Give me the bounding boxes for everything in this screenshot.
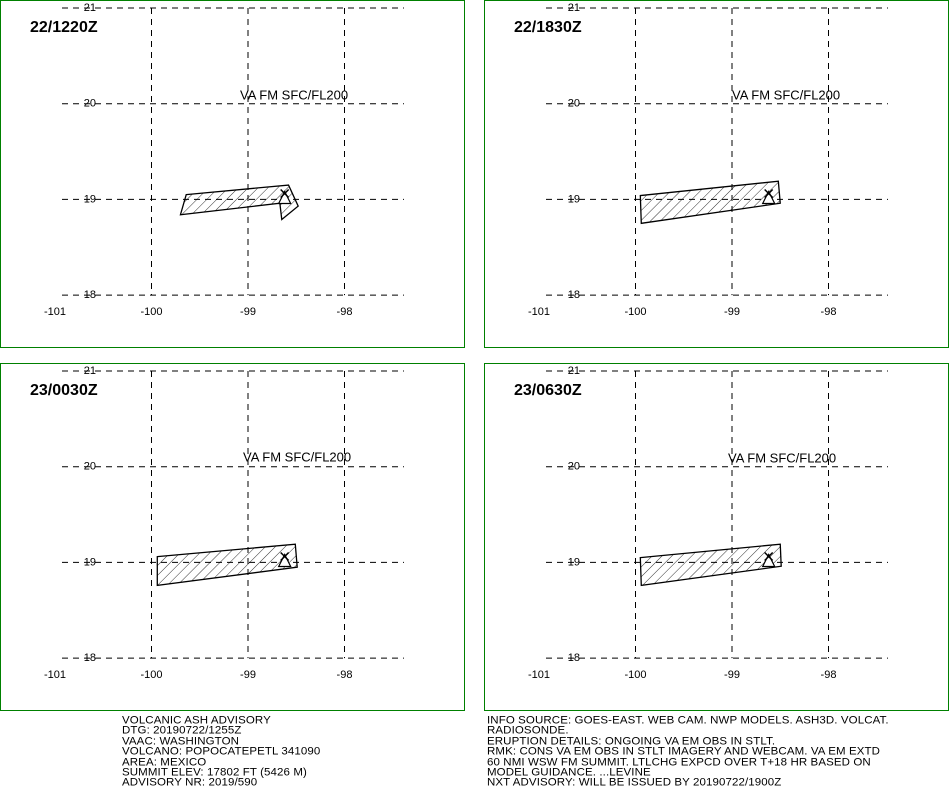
lat-tick-label: 19 xyxy=(568,556,580,568)
panel-border xyxy=(0,363,465,711)
ash-cloud xyxy=(179,184,299,221)
lon-tick-label: -98 xyxy=(821,669,837,681)
ash-cloud xyxy=(156,543,298,587)
lat-tick-label: 19 xyxy=(84,556,96,568)
advisory-line: AREA: MEXICO xyxy=(122,756,207,769)
volcano-x xyxy=(280,188,290,199)
advisory-left: VOLCANIC ASH ADVISORY DTG: 20190722/1255Z… xyxy=(122,715,321,789)
valid-time: 22/1830Z xyxy=(514,19,582,36)
lon-tick-label: -101 xyxy=(528,669,550,681)
map-panel: 21 20 19 18 -101 -100 -99 -98 23/0630Z VA FM SFC/… xyxy=(484,363,949,711)
map-panel: 21 20 19 18 -101 -100 -99 -98 22/1830Z VA FM SFC/… xyxy=(484,0,949,348)
advisory-line: RMK: CONS VA EM OBS IN STLT IMAGERY AND … xyxy=(487,746,881,758)
lon-tick-label: -98 xyxy=(337,669,353,681)
advisory-maps: 21 20 19 18 -101 -100 -99 -98 22/1220Z VA FM SFC/… xyxy=(0,0,949,711)
lat-tick-label: 21 xyxy=(84,2,96,14)
lat-tick-label: 18 xyxy=(84,652,96,664)
advisory-line: SUMMIT ELEV: 17802 FT (5426 M) xyxy=(122,767,307,779)
va-level: VA FM SFC/FL200 xyxy=(243,449,351,464)
advisory-line: 60 NMI WSW FM SUMMIT. LTLCHG EXPCD OVER … xyxy=(487,756,871,769)
advisory-line: ADVISORY NR: 2019/590 xyxy=(122,777,258,789)
lon-tick-label: -99 xyxy=(724,306,740,318)
ash-cloud xyxy=(639,543,782,587)
lat-tick-label: 20 xyxy=(84,98,96,110)
lon-tick-label: -98 xyxy=(337,306,353,318)
lon-tick-label: -99 xyxy=(240,306,256,318)
lat-tick-label: 21 xyxy=(568,365,580,377)
lat-tick-label: 21 xyxy=(84,365,96,377)
advisory-line: DTG: 20190722/1255Z xyxy=(122,725,242,737)
map-panel: 21 20 19 18 -101 -100 -99 -98 23/0030Z VA FM SFC/… xyxy=(0,363,465,711)
lon-tick-label: -100 xyxy=(624,669,646,681)
lat-tick-label: 20 xyxy=(84,461,96,473)
lon-tick-label: -100 xyxy=(140,306,162,318)
lon-tick-label: -99 xyxy=(724,669,740,681)
advisory-line: VOLCANIC ASH ADVISORY xyxy=(122,715,271,727)
lon-tick-label: -99 xyxy=(240,669,256,681)
valid-time: 22/1220Z xyxy=(30,19,98,36)
panel-border xyxy=(0,0,465,348)
valid-time: 23/0630Z xyxy=(514,382,582,399)
lat-tick-label: 20 xyxy=(568,98,580,110)
volcano-x xyxy=(280,551,290,562)
advisory-line: INFO SOURCE: GOES-EAST. WEB CAM. NWP MOD… xyxy=(487,715,889,727)
lat-tick-label: 19 xyxy=(84,193,96,205)
lat-tick-label: 21 xyxy=(568,2,580,14)
lat-tick-label: 18 xyxy=(568,289,580,301)
advisory-line: NXT ADVISORY: WILL BE ISSUED BY 20190722… xyxy=(487,777,782,789)
advisory-line: VAAC: WASHINGTON xyxy=(122,735,240,748)
panel-border xyxy=(484,363,949,711)
panel-border xyxy=(484,0,949,348)
lat-tick-label: 18 xyxy=(568,652,580,664)
advisory-line: VOLCANO: POPOCATEPETL 341090 xyxy=(122,746,321,758)
ash-cloud xyxy=(639,180,781,225)
lon-tick-label: -101 xyxy=(44,669,66,681)
lat-tick-label: 20 xyxy=(568,461,580,473)
va-level: VA FM SFC/FL200 xyxy=(240,87,348,102)
lat-tick-label: 19 xyxy=(568,193,580,205)
lon-tick-label: -101 xyxy=(44,306,66,318)
advisory-line: ERUPTION DETAILS: ONGOING VA EM OBS IN S… xyxy=(487,735,776,748)
map-panel: 21 20 19 18 -101 -100 -99 -98 22/1220Z VA FM SFC/… xyxy=(0,0,465,348)
advisory-line: RADIOSONDE. xyxy=(487,725,569,737)
lon-tick-label: -98 xyxy=(821,306,837,318)
lon-tick-label: -101 xyxy=(528,306,550,318)
advisory-line: MODEL GUIDANCE. ...LEVINE xyxy=(487,767,651,779)
advisory-right: INFO SOURCE: GOES-EAST. WEB CAM. NWP MOD… xyxy=(487,715,889,789)
valid-time: 23/0030Z xyxy=(30,382,98,399)
lon-tick-label: -100 xyxy=(624,306,646,318)
lat-tick-label: 18 xyxy=(84,289,96,301)
va-level: VA FM SFC/FL200 xyxy=(732,87,840,102)
volcano-x xyxy=(764,188,774,199)
va-level: VA FM SFC/FL200 xyxy=(728,450,836,465)
volcano-x xyxy=(764,551,774,562)
lon-tick-label: -100 xyxy=(140,669,162,681)
